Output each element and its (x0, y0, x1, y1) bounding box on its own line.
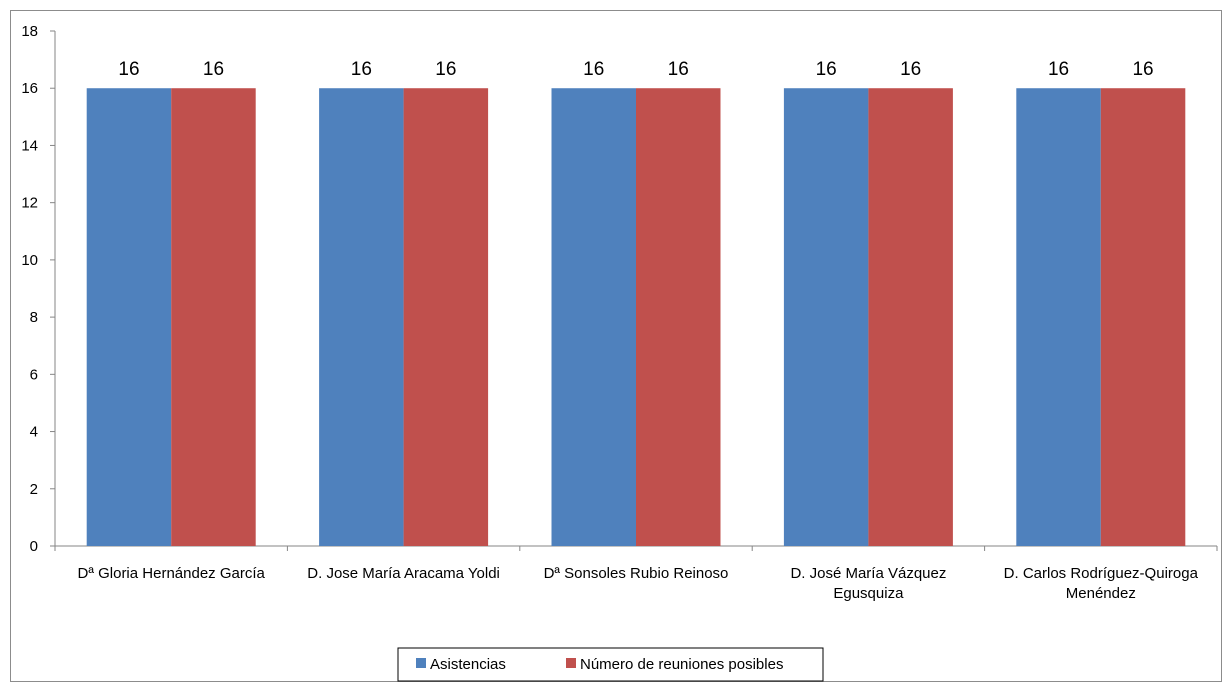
bar-reuniones-posibles (403, 88, 489, 546)
category-label: D. Carlos Rodríguez-Quiroga (1004, 565, 1199, 582)
category-label: D. Jose María Aracama Yoldi (307, 565, 500, 582)
bar-asistencias (783, 88, 869, 546)
category-label: Egusquiza (833, 585, 904, 602)
y-tick-label: 10 (21, 252, 38, 269)
y-tick-label: 8 (30, 309, 38, 326)
category-label: Dª Sonsoles Rubio Reinoso (544, 565, 729, 582)
y-tick-label: 2 (30, 481, 38, 498)
category-label: Menéndez (1066, 585, 1136, 602)
y-tick-label: 18 (21, 23, 38, 40)
data-label: 16 (900, 59, 921, 80)
bar-asistencias (551, 88, 636, 546)
bar-asistencias (319, 88, 404, 546)
legend-label: Asistencias (430, 656, 506, 673)
category-label: D. José María Vázquez (790, 565, 946, 582)
legend-box (397, 647, 824, 682)
data-label: 16 (583, 59, 604, 80)
data-label: 16 (668, 59, 689, 80)
legend-swatch (566, 658, 576, 668)
bar-reuniones-posibles (636, 88, 721, 546)
y-tick-label: 16 (21, 80, 38, 97)
y-tick-label: 6 (30, 366, 38, 383)
bar-reuniones-posibles (171, 88, 256, 546)
bar-reuniones-posibles (868, 88, 953, 546)
data-label: 16 (203, 59, 224, 80)
data-label: 16 (118, 59, 139, 80)
bar-asistencias (86, 88, 172, 546)
data-label: 16 (351, 59, 372, 80)
bar-reuniones-posibles (1100, 88, 1186, 546)
data-label: 16 (435, 59, 456, 80)
y-tick-label: 12 (21, 195, 38, 212)
legend-swatch (416, 658, 426, 668)
y-tick-label: 14 (21, 137, 38, 154)
bar-asistencias (1016, 88, 1101, 546)
y-tick-label: 0 (30, 538, 38, 555)
data-label: 16 (816, 59, 837, 80)
legend-label: Número de reuniones posibles (580, 656, 783, 673)
category-label: Dª Gloria Hernández García (78, 565, 266, 582)
data-label: 16 (1048, 59, 1069, 80)
data-label: 16 (1132, 59, 1153, 80)
y-tick-label: 4 (30, 424, 38, 441)
